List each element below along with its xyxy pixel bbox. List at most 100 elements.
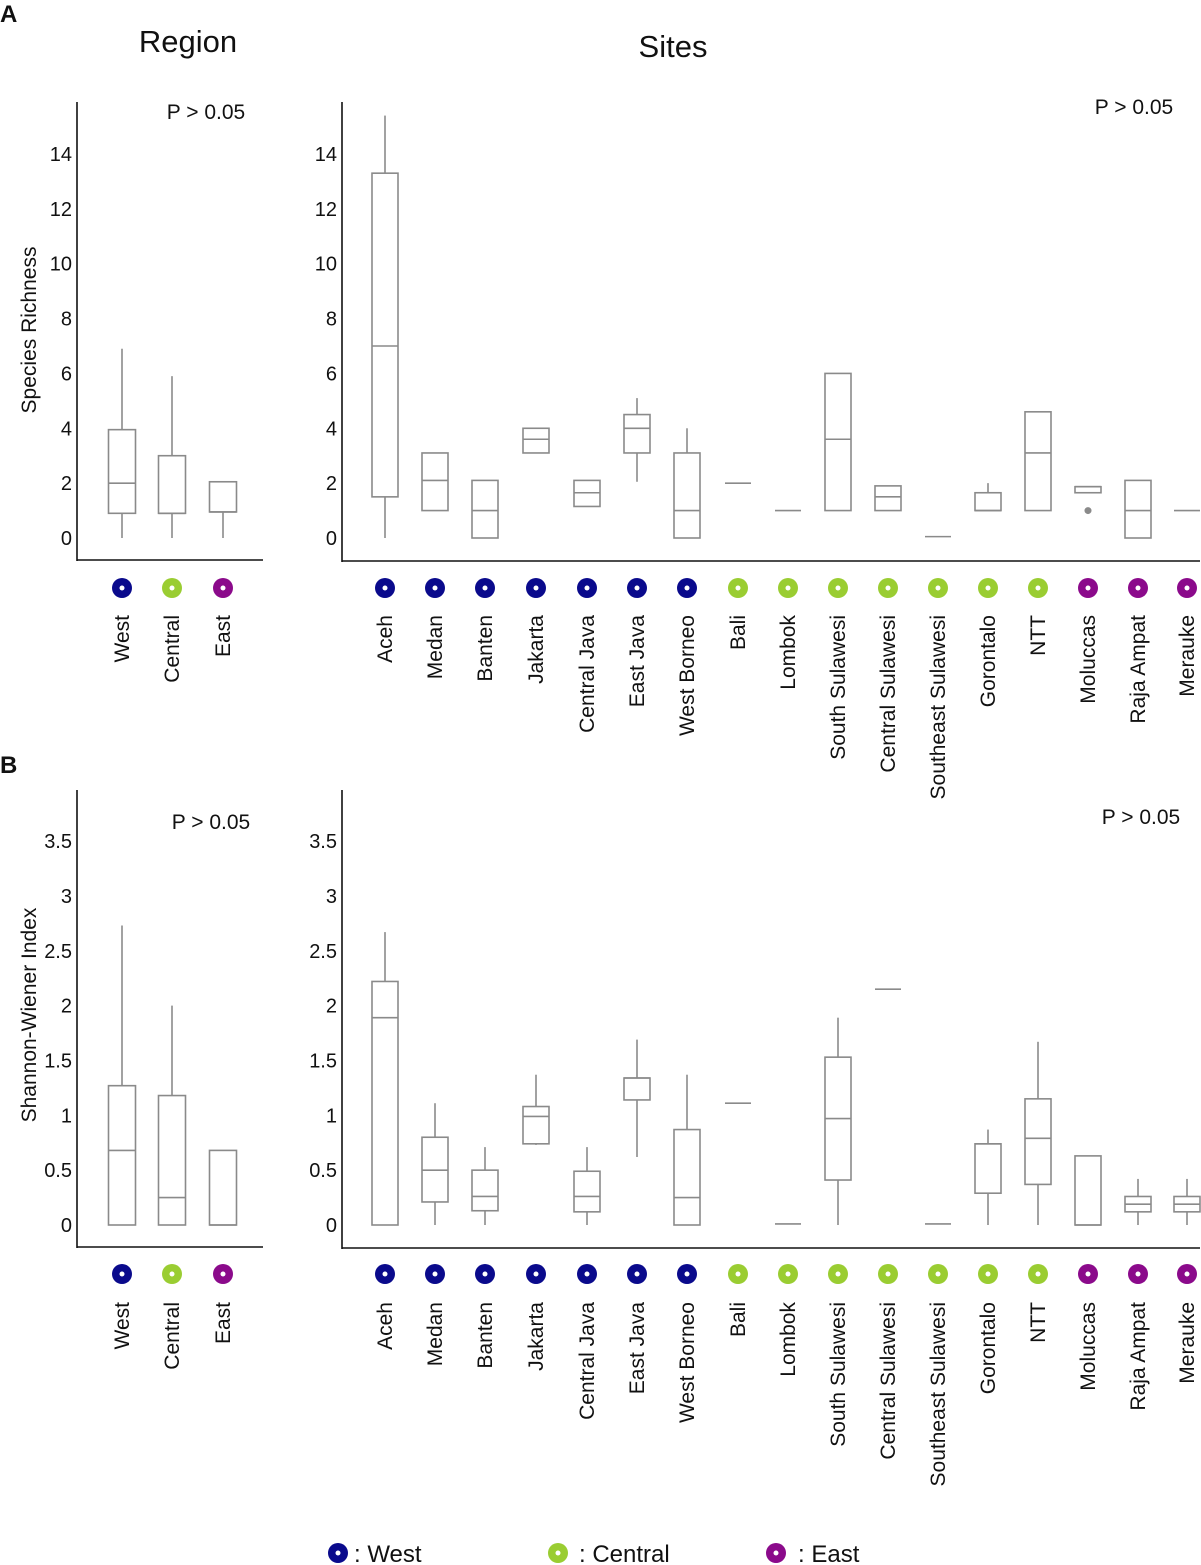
box-banten: Banten bbox=[471, 479, 499, 682]
box-iqr bbox=[573, 1170, 601, 1213]
y-tick-label: 1.5 bbox=[44, 1050, 72, 1072]
x-tick-label: Central bbox=[161, 1302, 184, 1370]
y-tick-label: 2 bbox=[61, 473, 72, 495]
y-tick-label: 3.5 bbox=[309, 831, 337, 853]
x-tick-label: Moluccas bbox=[1077, 615, 1100, 704]
box-jakarta: Jakarta bbox=[522, 1074, 550, 1371]
box-iqr bbox=[157, 1094, 187, 1226]
x-tick-label: Southeast Sulawesi bbox=[927, 615, 950, 799]
box-iqr bbox=[1024, 1098, 1052, 1186]
box-jakarta: Jakarta bbox=[522, 427, 550, 684]
y-tick-label: 2 bbox=[326, 996, 337, 1018]
group-marker-center bbox=[1135, 585, 1141, 591]
box-raja-ampat: Raja Ampat bbox=[1124, 1178, 1152, 1411]
group-marker-center bbox=[482, 1271, 488, 1277]
group-marker-center bbox=[1085, 1271, 1091, 1277]
box-central-java: Central Java bbox=[573, 1147, 601, 1420]
panel-label-b: B bbox=[0, 752, 17, 779]
group-marker-center bbox=[735, 1271, 741, 1277]
x-tick-label: East Java bbox=[626, 1302, 649, 1395]
group-marker-center bbox=[935, 585, 941, 591]
box-iqr bbox=[1124, 479, 1152, 539]
x-tick-label: Central bbox=[161, 615, 184, 683]
box-ntt: NTT bbox=[1024, 1041, 1052, 1343]
sites-title: Sites bbox=[639, 29, 708, 64]
group-marker-center bbox=[382, 585, 388, 591]
chart-panel-a-region: 0 2 4 6 8 10 12 14 P > 0.05 Species Richness West C… bbox=[18, 101, 263, 683]
box-iqr bbox=[421, 452, 449, 512]
panel-label-a: A bbox=[0, 1, 17, 28]
group-marker-center bbox=[985, 1271, 991, 1277]
y-axis-label: Shannon-Wiener Index bbox=[18, 907, 41, 1122]
group-marker-center bbox=[1085, 585, 1091, 591]
y-tick-label: 1.5 bbox=[309, 1050, 337, 1072]
group-marker-center bbox=[169, 1271, 175, 1277]
box-central: Central bbox=[157, 376, 187, 683]
x-tick-label: East bbox=[212, 1302, 235, 1344]
legend-marker-center bbox=[555, 1550, 561, 1556]
box-west: West bbox=[107, 925, 137, 1349]
group-marker-center bbox=[119, 1271, 125, 1277]
y-tick-label: 4 bbox=[61, 418, 72, 440]
x-tick-label: Central Sulawesi bbox=[877, 1302, 900, 1460]
y-tick-label: 6 bbox=[326, 363, 337, 385]
x-tick-label: East bbox=[212, 615, 235, 657]
group-marker-center bbox=[220, 585, 226, 591]
box-east: East bbox=[208, 1149, 238, 1344]
y-tick-label: 14 bbox=[50, 144, 72, 166]
box-iqr bbox=[1074, 1155, 1102, 1226]
y-tick-label: 0.5 bbox=[309, 1160, 337, 1182]
y-tick-label: 2 bbox=[326, 473, 337, 495]
y-tick-label: 6 bbox=[61, 363, 72, 385]
x-tick-label: NTT bbox=[1027, 615, 1050, 656]
box-east-java: East Java bbox=[623, 1039, 651, 1395]
y-tick-label: 12 bbox=[315, 199, 337, 221]
group-marker-center bbox=[119, 585, 125, 591]
legend-marker-center bbox=[335, 1550, 341, 1556]
x-tick-label: Central Java bbox=[576, 615, 599, 733]
x-tick-label: Banten bbox=[474, 615, 497, 682]
x-tick-label: Medan bbox=[424, 1302, 447, 1366]
box-iqr bbox=[107, 1084, 137, 1226]
x-tick-label: Moluccas bbox=[1077, 1302, 1100, 1391]
group-marker-center bbox=[885, 585, 891, 591]
box-central: Central bbox=[157, 1005, 187, 1370]
box-iqr bbox=[471, 479, 499, 539]
box-central-java: Central Java bbox=[573, 479, 601, 733]
x-tick-label: West Borneo bbox=[676, 1302, 699, 1423]
group-marker-center bbox=[584, 1271, 590, 1277]
box-lombok: Lombok bbox=[775, 1223, 801, 1377]
box-iqr bbox=[673, 1128, 701, 1226]
group-marker-center bbox=[1135, 1271, 1141, 1277]
legend-label-central: : Central bbox=[579, 1541, 670, 1565]
box-central-sulawesi: Central Sulawesi bbox=[875, 988, 901, 1460]
p-value-annotation: P > 0.05 bbox=[1095, 96, 1173, 119]
box-iqr bbox=[824, 372, 852, 512]
chart-panel-b-region: 0 0.5 1 1.5 2 2.5 3 3.5 P > 0.05 Shannon-Wiener I… bbox=[18, 790, 263, 1370]
y-tick-label: 1 bbox=[61, 1105, 72, 1127]
x-tick-label: Aceh bbox=[374, 615, 397, 663]
group-marker-center bbox=[482, 585, 488, 591]
x-tick-label: Bali bbox=[727, 1302, 750, 1337]
y-tick-label: 2.5 bbox=[44, 941, 72, 963]
box-iqr bbox=[208, 480, 238, 513]
box-gorontalo: Gorontalo bbox=[974, 1129, 1002, 1394]
x-tick-label: NTT bbox=[1027, 1302, 1050, 1343]
box-bali: Bali bbox=[725, 1102, 751, 1337]
group-marker-center bbox=[835, 1271, 841, 1277]
box-south-sulawesi: South Sulawesi bbox=[824, 372, 852, 760]
y-tick-label: 4 bbox=[326, 418, 337, 440]
box-iqr bbox=[522, 1105, 550, 1145]
box-iqr bbox=[974, 1143, 1002, 1194]
p-value-annotation: P > 0.05 bbox=[172, 811, 250, 834]
x-tick-label: Bali bbox=[727, 615, 750, 650]
x-tick-label: Raja Ampat bbox=[1127, 1302, 1150, 1411]
x-tick-label: Gorontalo bbox=[977, 1302, 1000, 1394]
chart-panel-a-sites: 0 2 4 6 8 10 12 14 P > 0.05 Aceh Medan Banten Jakart… bbox=[315, 96, 1200, 799]
box-aceh: Aceh bbox=[371, 115, 399, 663]
y-tick-label: 0 bbox=[61, 528, 72, 550]
group-marker-center bbox=[584, 585, 590, 591]
x-tick-label: Lombok bbox=[777, 615, 800, 690]
group-marker-center bbox=[1035, 1271, 1041, 1277]
